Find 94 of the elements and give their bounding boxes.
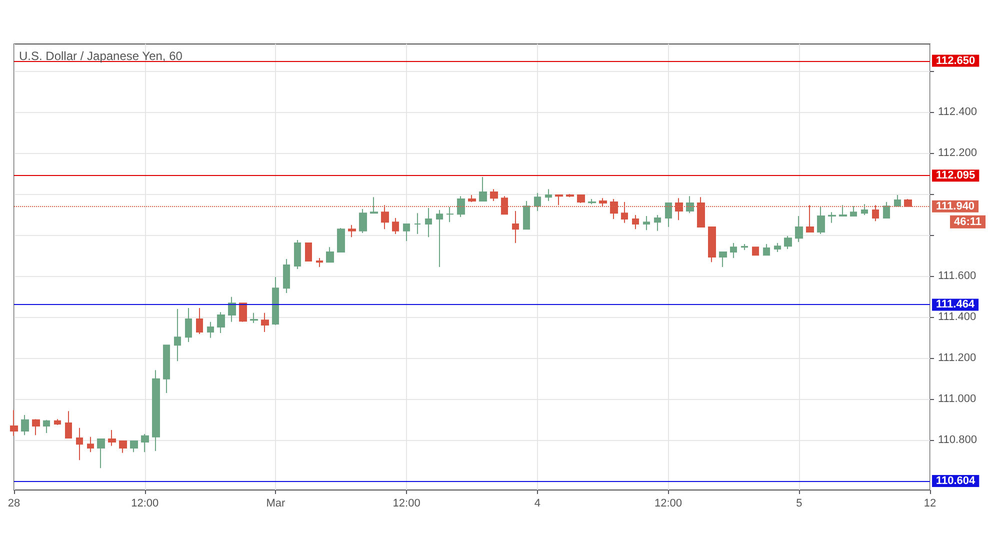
y-tick-label: 110.800 <box>938 434 977 446</box>
candlestick <box>752 246 759 256</box>
candlestick <box>76 427 83 461</box>
candlestick <box>228 296 236 322</box>
candlestick <box>566 194 574 198</box>
x-tick-label: 4 <box>534 498 540 510</box>
candlestick <box>665 202 672 228</box>
candlestick <box>152 370 160 452</box>
candlestick <box>261 312 269 332</box>
candlestick <box>316 257 323 268</box>
candlestick <box>643 215 650 231</box>
text: 46:11 <box>954 216 982 228</box>
candlestick <box>250 312 258 324</box>
candlestick <box>294 239 301 270</box>
candlestick <box>850 206 857 216</box>
candlestick <box>283 258 290 294</box>
candlestick <box>512 210 519 244</box>
candlestick <box>719 252 727 268</box>
candlestick <box>337 228 345 253</box>
candlestick <box>239 302 247 322</box>
candlestick <box>326 246 334 263</box>
candlestick <box>370 196 378 214</box>
candlestick <box>217 312 225 334</box>
x-tick-label: 12:00 <box>654 498 682 510</box>
x-tick-label: 12:00 <box>392 498 420 510</box>
candlestick <box>348 224 356 238</box>
candlestick <box>21 414 29 436</box>
x-tick-label: 5 <box>796 498 802 510</box>
candlestick <box>632 214 639 230</box>
candlestick <box>457 196 465 218</box>
candlestick <box>65 410 72 438</box>
candlestick <box>392 218 399 234</box>
x-tick-label: 28 <box>8 498 20 510</box>
candlestick <box>730 242 737 258</box>
candlestick <box>43 419 50 434</box>
y-tick-label: 111.000 <box>938 392 976 405</box>
y-tick-label: 112.400 <box>938 106 977 118</box>
candlestick <box>425 207 432 238</box>
candlestick <box>436 210 443 268</box>
candlestick <box>741 244 748 250</box>
candlestick <box>523 200 530 230</box>
candlestick <box>163 344 170 394</box>
candlestick <box>130 440 138 453</box>
candlestick <box>686 196 694 214</box>
candlestick <box>894 194 901 207</box>
candlestick <box>141 434 149 453</box>
ref-line-label: 112.650 <box>936 54 976 67</box>
x-tick-label: 12 <box>924 498 936 510</box>
y-tick-label: 111.400 <box>938 311 976 324</box>
candlestick <box>817 206 825 234</box>
y-tick-label: 111.600 <box>938 270 976 282</box>
candlestick <box>861 204 868 216</box>
ref-line-label: 110.604 <box>936 474 976 487</box>
candlestick <box>654 214 661 232</box>
candlestick <box>784 236 792 250</box>
ref-line-label: 111.940 <box>936 200 975 212</box>
candlestick <box>883 202 890 219</box>
candlestick <box>97 438 105 469</box>
x-tick-label: 12:00 <box>131 498 159 510</box>
candlestick <box>468 194 476 203</box>
candlestick <box>414 212 421 234</box>
ref-line-label: 112.095 <box>936 170 976 182</box>
candlestick <box>534 192 541 212</box>
candlestick <box>87 436 94 453</box>
candlestick <box>545 188 552 202</box>
candlestick <box>490 188 498 202</box>
candlestick <box>403 223 410 242</box>
candlestick <box>54 418 61 426</box>
candlestick <box>588 198 596 205</box>
candlestick <box>479 176 487 202</box>
candlestick <box>795 215 803 242</box>
candlestick <box>185 307 192 343</box>
chart-title: U.S. Dollar / Japanese Yen, 60 <box>19 49 183 63</box>
y-tick-label: 111.200 <box>938 352 976 364</box>
candlestick <box>10 410 18 436</box>
candlestick <box>272 276 279 326</box>
candlestick <box>305 242 312 262</box>
candlestick <box>119 440 127 454</box>
candlestick <box>577 194 585 204</box>
candlestick <box>763 244 770 256</box>
candlestick <box>839 204 847 216</box>
candlestick <box>32 418 40 436</box>
ref-line-label: 111.464 <box>936 298 976 311</box>
y-tick-label: 112.200 <box>938 147 977 160</box>
candlestick <box>196 307 203 335</box>
candlestick <box>359 208 367 234</box>
candlestick <box>774 242 781 253</box>
candlestick <box>828 212 836 224</box>
candlestick <box>174 308 181 362</box>
candlestick <box>108 429 116 446</box>
candlestick <box>446 206 454 223</box>
candlestick <box>207 321 214 338</box>
candlestick <box>708 226 716 263</box>
x-tick-label: Mar <box>266 498 286 510</box>
